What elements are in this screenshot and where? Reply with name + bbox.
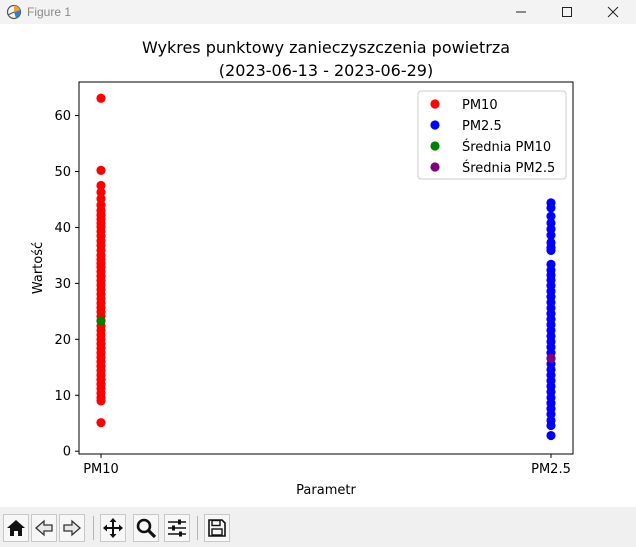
window-titlebar: Figure 1 (0, 0, 636, 24)
minimize-icon (516, 11, 526, 13)
figure-app-icon (6, 4, 22, 20)
scatter-plot: Wykres punktowy zanieczyszczenia powietr… (31, 38, 574, 498)
axes-area: 0 10 20 30 40 50 60 PM10 PM2.5 (54, 93, 571, 477)
x-tick-label: PM2.5 (531, 462, 571, 477)
x-tick-label: PM10 (83, 462, 119, 477)
point-pm10 (96, 93, 106, 103)
x-axis-label: Parametr (296, 483, 356, 498)
point-pm10 (96, 418, 106, 428)
save-button[interactable] (204, 514, 230, 542)
y-tick-label: 40 (54, 221, 71, 236)
point-pm25 (546, 430, 556, 441)
axes-frame (78, 81, 574, 455)
minimize-button[interactable] (498, 0, 544, 24)
point-średnia-pm25 (546, 353, 556, 363)
window-title: Figure 1 (27, 5, 72, 19)
close-icon (607, 6, 619, 18)
y-tick-label: 0 (63, 445, 71, 460)
y-tick-label: 50 (54, 165, 71, 180)
back-icon (35, 519, 53, 537)
pan-button[interactable] (100, 514, 126, 542)
maximize-button[interactable] (544, 0, 590, 24)
legend-marker (430, 141, 440, 151)
maximize-icon (562, 7, 572, 17)
legend: PM10 PM2.5 Średnia PM10 Średnia PM2.5 (417, 90, 567, 180)
toolbar-separator (197, 516, 198, 540)
forward-button[interactable] (59, 514, 85, 542)
legend-label: PM2.5 (462, 119, 502, 134)
legend-marker (430, 162, 440, 172)
save-icon (208, 519, 226, 537)
legend-label: PM10 (462, 98, 498, 113)
forward-icon (63, 519, 81, 537)
configure-subplots-icon (168, 519, 186, 537)
point-pm10 (96, 180, 106, 191)
y-axis-label: Wartość (31, 242, 46, 294)
point-pm10 (96, 165, 106, 175)
y-tick-label: 20 (54, 333, 71, 348)
point-pm25 (546, 211, 556, 221)
legend-label: Średnia PM10 (462, 139, 551, 155)
point-pm25 (546, 230, 556, 240)
zoom-icon (136, 518, 157, 539)
legend-marker (430, 99, 440, 109)
configure-subplots-button[interactable] (164, 514, 190, 542)
legend-marker (430, 120, 440, 130)
point-średnia-pm10 (96, 316, 106, 326)
point-pm25 (546, 203, 556, 213)
legend-box (417, 90, 567, 180)
chart-title-line-1: Wykres punktowy zanieczyszczenia powietr… (142, 38, 510, 57)
home-icon (7, 520, 25, 536)
point-pm25 (546, 420, 556, 431)
toolbar-separator (93, 516, 94, 540)
home-button[interactable] (3, 514, 29, 542)
navigation-toolbar (0, 507, 636, 547)
legend-label: Średnia PM2.5 (462, 160, 555, 176)
pan-icon (103, 518, 123, 538)
zoom-button[interactable] (133, 514, 159, 542)
point-pm10 (96, 187, 106, 197)
y-tick-label: 30 (54, 277, 71, 292)
y-tick-label: 60 (54, 109, 71, 124)
point-pm10 (96, 396, 106, 406)
y-tick-label: 10 (54, 389, 71, 404)
point-pm25 (546, 245, 556, 255)
back-button[interactable] (31, 514, 57, 542)
figure-canvas[interactable]: Wykres punktowy zanieczyszczenia powietr… (0, 24, 636, 507)
chart-title-line-2: (2023-06-13 - 2023-06-29) (219, 61, 433, 80)
close-button[interactable] (590, 0, 636, 24)
